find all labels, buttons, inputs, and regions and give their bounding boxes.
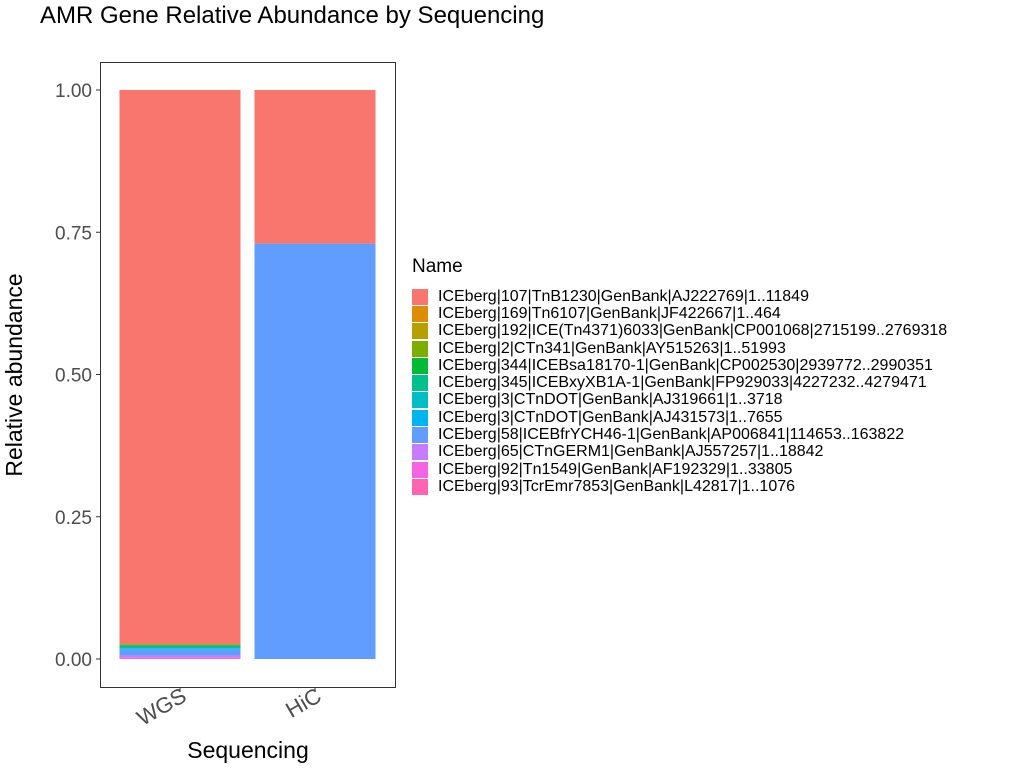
chart-title: AMR Gene Relative Abundance by Sequencin…: [40, 2, 544, 29]
legend: Name ICEberg|107|TnB1230|GenBank|AJ22276…: [412, 256, 947, 496]
legend-items: ICEberg|107|TnB1230|GenBank|AJ222769|1..…: [412, 288, 947, 496]
legend-swatch: [412, 305, 428, 322]
legend-label: ICEberg|92|Tn1549|GenBank|AF192329|1..33…: [438, 460, 793, 478]
legend-label: ICEberg|3|CTnDOT|GenBank|AJ431573|1..765…: [438, 408, 783, 426]
bars-group: [119, 90, 376, 659]
legend-item: ICEberg|93|TcrEmr7853|GenBank|L42817|1..…: [412, 478, 947, 495]
legend-swatch: [412, 340, 428, 357]
legend-item: ICEberg|107|TnB1230|GenBank|AJ222769|1..…: [412, 288, 947, 305]
y-axis-label: Relative abundance: [1, 273, 27, 476]
legend-title: Name: [412, 256, 463, 277]
bar-segment-wgs-4: [119, 645, 241, 647]
bar-segment-wgs-10: [119, 657, 241, 659]
legend-swatch: [412, 357, 428, 374]
x-tick-label-hic: HiC: [281, 683, 325, 723]
legend-item: ICEberg|2|CTn341|GenBank|AY515263|1..519…: [412, 340, 947, 357]
legend-label: ICEberg|58|ICEBfrYCH46-1|GenBank|AP00684…: [438, 426, 905, 444]
legend-item: ICEberg|169|Tn6107|GenBank|JF422667|1..4…: [412, 305, 947, 322]
legend-label: ICEberg|93|TcrEmr7853|GenBank|L42817|1..…: [438, 477, 796, 495]
legend-item: ICEberg|345|ICEBxyXB1A-1|GenBank|FP92903…: [412, 374, 947, 391]
legend-label: ICEberg|345|ICEBxyXB1A-1|GenBank|FP92903…: [438, 374, 927, 392]
legend-swatch: [412, 427, 428, 444]
bar-segment-wgs-0: [119, 90, 241, 645]
legend-item: ICEberg|65|CTnGERM1|GenBank|AJ557257|1..…: [412, 443, 947, 461]
legend-swatch: [412, 409, 428, 426]
x-axis-label: Sequencing: [187, 737, 309, 763]
bar-segment-hic-0: [254, 90, 376, 244]
legend-label: ICEberg|107|TnB1230|GenBank|AJ222769|1..…: [438, 287, 809, 305]
bar-segment-wgs-6: [119, 646, 241, 649]
legend-item: ICEberg|3|CTnDOT|GenBank|AJ319661|1..371…: [412, 391, 947, 409]
y-tick-label: 0.25: [55, 508, 92, 529]
y-tick-label: 0.00: [55, 650, 92, 671]
y-tick-label: 1.00: [55, 81, 92, 102]
legend-swatch: [412, 478, 428, 495]
x-axis: WGS HiC: [132, 683, 325, 731]
legend-label: ICEberg|169|Tn6107|GenBank|JF422667|1..4…: [438, 304, 781, 322]
legend-swatch: [412, 375, 428, 392]
x-tick-label-wgs: WGS: [132, 683, 190, 731]
y-tick-label: 0.50: [55, 366, 92, 387]
bar-segment-wgs-7: [119, 648, 241, 650]
legend-label: ICEberg|2|CTn341|GenBank|AY515263|1..519…: [438, 339, 786, 357]
bar-segment-wgs-11: [119, 658, 241, 659]
bar-segment-wgs-9: [119, 655, 241, 658]
bar-segment-hic-8: [254, 243, 376, 659]
legend-swatch: [412, 392, 428, 409]
legend-label: ICEberg|65|CTnGERM1|GenBank|AJ557257|1..…: [438, 443, 824, 461]
legend-swatch: [412, 288, 428, 305]
legend-item: ICEberg|58|ICEBfrYCH46-1|GenBank|AP00684…: [412, 426, 947, 443]
legend-item: ICEberg|344|ICEBsa18170-1|GenBank|CP0025…: [412, 357, 947, 374]
y-axis: 0.00 0.25 0.50 0.75 1.00: [55, 81, 101, 671]
legend-label: ICEberg|192|ICE(Tn4371)6033|GenBank|CP00…: [438, 322, 948, 340]
legend-item: ICEberg|3|CTnDOT|GenBank|AJ431573|1..765…: [412, 409, 947, 426]
legend-item: ICEberg|92|Tn1549|GenBank|AF192329|1..33…: [412, 461, 947, 478]
legend-swatch: [412, 461, 428, 478]
bar-segment-wgs-3: [119, 644, 241, 646]
bar-segment-wgs-8: [119, 649, 241, 656]
legend-swatch: [412, 444, 428, 461]
legend-label: ICEberg|3|CTnDOT|GenBank|AJ319661|1..371…: [438, 391, 783, 409]
y-tick-label: 0.75: [55, 223, 92, 244]
legend-swatch: [412, 323, 428, 340]
legend-label: ICEberg|344|ICEBsa18170-1|GenBank|CP0025…: [438, 356, 933, 374]
legend-item: ICEberg|192|ICE(Tn4371)6033|GenBank|CP00…: [412, 322, 948, 340]
